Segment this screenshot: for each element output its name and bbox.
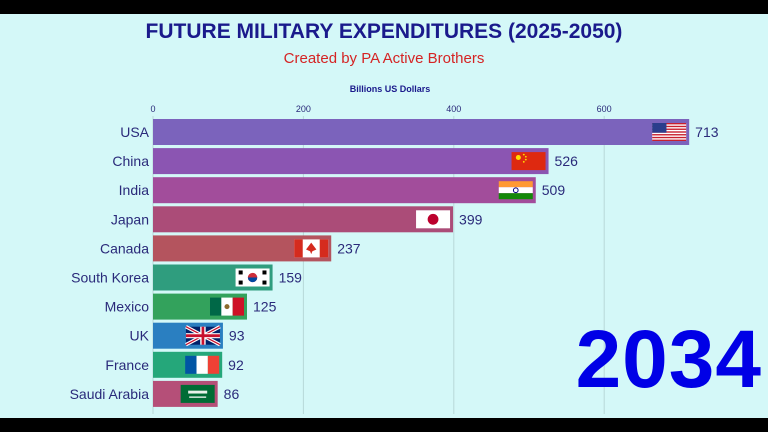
value-label: 509 bbox=[542, 182, 566, 198]
x-tick-label: 600 bbox=[597, 104, 612, 114]
value-label: 237 bbox=[337, 240, 361, 256]
value-label: 399 bbox=[459, 211, 483, 227]
canada-flag-icon bbox=[294, 239, 329, 258]
category-label: India bbox=[119, 182, 150, 198]
x-tick-label: 200 bbox=[296, 104, 311, 114]
china-flag-icon bbox=[511, 152, 546, 171]
category-label: UK bbox=[130, 328, 150, 344]
bar-chart: 0 200 400 600 USA 713 China 526 India 509 Japan 399… bbox=[70, 104, 719, 414]
saudi-arabia-flag-icon bbox=[180, 384, 215, 403]
bar bbox=[153, 206, 454, 233]
value-label: 93 bbox=[229, 328, 245, 344]
category-label: South Korea bbox=[71, 270, 149, 286]
x-tick-label: 400 bbox=[446, 104, 461, 114]
value-label: 86 bbox=[224, 386, 240, 402]
mexico-flag-icon bbox=[210, 297, 244, 316]
chart-title: FUTURE MILITARY EXPENDITURES (2025-2050) bbox=[145, 20, 623, 43]
value-label: 125 bbox=[253, 299, 277, 315]
south-korea-flag-icon bbox=[235, 268, 270, 287]
category-label: Canada bbox=[100, 240, 149, 256]
category-label: USA bbox=[120, 124, 149, 140]
uk-flag-icon bbox=[185, 325, 221, 347]
value-label: 526 bbox=[555, 153, 579, 169]
india-flag-icon bbox=[498, 181, 533, 200]
category-label: Japan bbox=[111, 211, 149, 227]
bar bbox=[153, 177, 536, 204]
japan-flag-icon bbox=[416, 210, 451, 229]
year-label: 2034 bbox=[575, 314, 762, 405]
us-flag-icon bbox=[652, 123, 687, 141]
x-axis-label: Billions US Dollars bbox=[349, 84, 431, 94]
chart-subtitle: Created by PA Active Brothers bbox=[283, 50, 485, 67]
category-label: Saudi Arabia bbox=[70, 386, 150, 402]
category-label: China bbox=[112, 153, 149, 169]
france-flag-icon bbox=[185, 355, 220, 374]
x-tick-label: 0 bbox=[150, 104, 155, 114]
bar bbox=[153, 119, 690, 145]
chart-stage: FUTURE MILITARY EXPENDITURES (2025-2050)… bbox=[0, 14, 768, 418]
category-label: Mexico bbox=[105, 299, 150, 315]
value-label: 159 bbox=[279, 270, 303, 286]
value-label: 713 bbox=[695, 124, 719, 140]
category-label: France bbox=[105, 357, 149, 373]
bar bbox=[153, 148, 549, 175]
value-label: 92 bbox=[228, 357, 244, 373]
